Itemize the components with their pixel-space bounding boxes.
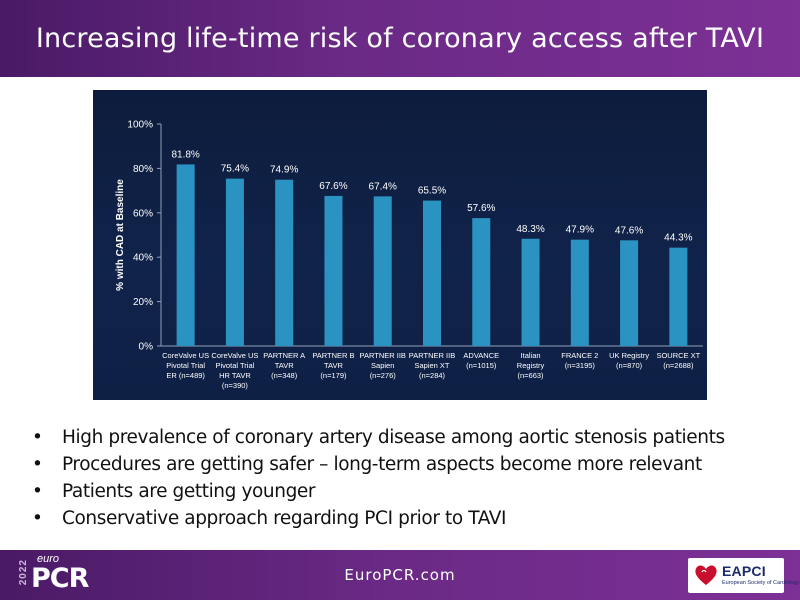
slide-footer: EuroPCR.com	[0, 550, 800, 600]
data-label: 67.6%	[319, 181, 347, 192]
bar	[423, 200, 441, 346]
data-label: 74.9%	[270, 165, 298, 176]
data-label: 48.3%	[516, 224, 544, 235]
logo-pcr-text: PCR	[31, 563, 89, 594]
x-tick-label-line: ER (n=489)	[166, 371, 205, 380]
bar-chart-svg: 0% 20% 40% 60% 80% 100% % with CAD at Baseline…	[115, 120, 703, 390]
x-tick-label-line: (n=1015)	[466, 361, 497, 370]
data-label: 47.6%	[615, 225, 643, 236]
x-tick-label-line: CoreValve US	[211, 351, 258, 360]
x-tick-label: PARTNER IIB Sapien (n=276)	[360, 351, 406, 380]
x-tick-label: PARTNER B TAVR (n=179)	[312, 351, 354, 380]
x-tick-label: PARTNER IIB Sapien XT (n=284)	[409, 351, 455, 380]
data-label: 47.9%	[566, 225, 594, 236]
x-tick-label-line: TAVR	[324, 361, 343, 370]
y-axis-label: % with CAD at Baseline	[115, 179, 126, 291]
bullet-item: • Conservative approach regarding PCI pri…	[30, 505, 790, 532]
bar-chart: 0% 20% 40% 60% 80% 100% % with CAD at Baseline…	[93, 90, 707, 400]
y-tick-label: 20%	[133, 297, 153, 308]
y-tick-label: 100%	[127, 120, 153, 131]
data-label: 65.5%	[418, 186, 446, 197]
x-tick-label-line: HR TAVR	[219, 371, 251, 380]
eapci-name: EAPCI	[722, 563, 766, 579]
x-tick-label: Italian Registry (n=663)	[517, 351, 545, 380]
bullet-dot-icon: •	[32, 427, 43, 448]
data-label: 81.8%	[171, 149, 199, 160]
data-label: 75.4%	[221, 164, 249, 175]
x-tick-label-line: (n=663)	[518, 371, 545, 380]
bullet-text: Procedures are getting safer – long-term…	[62, 454, 702, 475]
x-tick-label-line: PARTNER A	[263, 351, 305, 360]
bullet-item: • Patients are getting younger	[30, 478, 790, 505]
y-tick-label: 0%	[139, 342, 154, 353]
bar	[176, 164, 195, 346]
x-tick-label-line: Registry	[517, 361, 545, 370]
bullet-dot-icon: •	[32, 508, 43, 529]
data-label: 44.3%	[664, 233, 692, 244]
x-tick-label-line: FRANCE 2	[561, 351, 598, 360]
bullet-text: Patients are getting younger	[62, 481, 316, 502]
bar	[669, 247, 688, 346]
x-tick-label-line: Italian	[521, 351, 541, 360]
slide-header: Increasing life-time risk of coronary ac…	[0, 0, 800, 77]
x-tick-label: SOURCE XT (n=2688)	[656, 351, 700, 370]
x-tick-label-line: (n=3195)	[565, 361, 596, 370]
x-tick-label-line: (n=2688)	[663, 361, 694, 370]
eapci-logo: EAPCI European Society of Cardiology	[688, 558, 799, 593]
x-tick-label-line: Pivotal Trial	[216, 361, 255, 370]
logo-euro-text: euro	[37, 553, 60, 565]
bar	[324, 195, 343, 346]
x-tick-label-line: TAVR	[275, 361, 294, 370]
x-tick-label-line: Pivotal Trial	[166, 361, 205, 370]
bullet-list: • High prevalence of coronary artery dise…	[30, 424, 790, 532]
data-label: 67.4%	[369, 181, 397, 192]
x-tick-label-line: ADVANCE	[463, 351, 499, 360]
x-tick-label-line: SOURCE XT	[656, 351, 700, 360]
x-tick-label-line: (n=284)	[419, 371, 446, 380]
x-tick-label-line: Sapien XT	[414, 361, 449, 370]
x-tick-label: PARTNER A TAVR (n=348)	[263, 351, 305, 380]
bullet-text: Conservative approach regarding PCI prio…	[62, 508, 507, 529]
bar	[225, 178, 244, 346]
bullet-dot-icon: •	[32, 454, 43, 475]
x-tick-label-line: PARTNER IIB	[409, 351, 455, 360]
x-tick-label-line: (n=348)	[271, 371, 298, 380]
data-label: 57.6%	[467, 203, 495, 214]
eapci-subtitle: European Society of Cardiology	[722, 580, 800, 586]
bar	[373, 196, 392, 346]
heart-icon	[695, 565, 717, 585]
bar	[275, 179, 294, 346]
x-tick-label-line: Sapien	[371, 361, 394, 370]
x-tick-label-line: (n=870)	[616, 361, 643, 370]
x-tick-label: UK Registry (n=870)	[609, 351, 649, 370]
slide-title: Increasing life-time risk of coronary ac…	[35, 23, 765, 54]
x-tick-label-line: PARTNER IIB	[360, 351, 406, 360]
x-tick-label-line: PARTNER B	[312, 351, 354, 360]
x-tick-label: FRANCE 2 (n=3195)	[561, 351, 598, 370]
bullet-dot-icon: •	[32, 481, 43, 502]
x-tick-label: ADVANCE (n=1015)	[463, 351, 499, 370]
x-tick-label: CoreValve US Pivotal Trial ER (n=489)	[162, 351, 209, 380]
logo-year: 2022	[18, 559, 29, 586]
y-tick-label: 40%	[133, 253, 153, 264]
y-tick-label: 60%	[133, 208, 153, 219]
bar	[570, 239, 589, 346]
x-tick-label-line: (n=179)	[320, 371, 347, 380]
x-tick-label-line: CoreValve US	[162, 351, 209, 360]
bullet-item: • High prevalence of coronary artery dise…	[30, 424, 790, 451]
x-tick-label-line: (n=276)	[370, 371, 397, 380]
bullet-item: • Procedures are getting safer – long-ter…	[30, 451, 790, 478]
x-tick-label: CoreValve US Pivotal Trial HR TAVR (n=390)	[211, 351, 258, 390]
footer-url[interactable]: EuroPCR.com	[344, 566, 456, 584]
y-tick-label: 80%	[133, 164, 153, 175]
europcr-logo: 2022 euro PCR	[15, 550, 95, 600]
bar	[521, 238, 540, 346]
bullet-text: High prevalence of coronary artery disea…	[62, 427, 725, 448]
x-tick-label-line: UK Registry	[609, 351, 649, 360]
bar	[620, 240, 639, 346]
bar	[472, 218, 491, 346]
x-tick-label-line: (n=390)	[222, 381, 249, 390]
